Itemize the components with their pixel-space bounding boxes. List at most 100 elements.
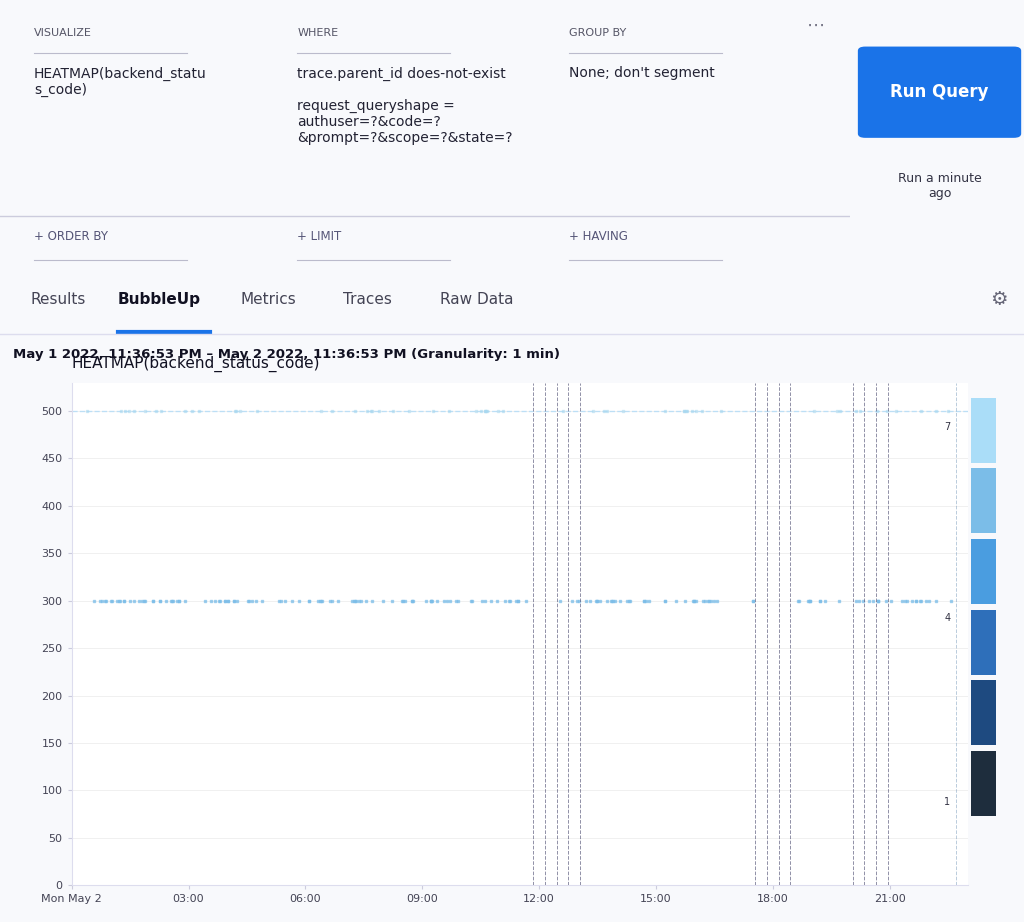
Point [324, 404, 340, 419]
Point [677, 594, 693, 609]
Point [364, 594, 380, 609]
Point [291, 594, 307, 609]
Point [501, 594, 517, 609]
Point [375, 594, 391, 609]
Point [135, 594, 152, 609]
Point [441, 404, 458, 419]
Point [111, 594, 127, 609]
Point [802, 594, 818, 609]
Point [582, 594, 598, 609]
Point [241, 594, 257, 609]
Text: BubbleUp: BubbleUp [118, 292, 201, 307]
Point [702, 594, 719, 609]
Point [313, 594, 330, 609]
Text: trace.parent_id does-not-exist

request_queryshape =
authuser=?&code=?
&prompt=?: trace.parent_id does-not-exist request_q… [297, 66, 513, 146]
Point [940, 404, 956, 419]
Point [425, 404, 441, 419]
Bar [971, 609, 996, 675]
Point [694, 594, 711, 609]
Point [495, 404, 511, 419]
Point [829, 404, 846, 419]
Text: 7: 7 [944, 422, 950, 432]
Point [928, 404, 944, 419]
Point [231, 404, 248, 419]
Point [314, 594, 331, 609]
Point [245, 594, 261, 609]
Point [656, 594, 673, 609]
Point [203, 594, 219, 609]
Point [888, 404, 904, 419]
Point [497, 594, 513, 609]
Point [158, 594, 174, 609]
Point [211, 594, 227, 609]
Point [136, 594, 153, 609]
Point [636, 594, 652, 609]
Text: May 1 2022, 11:36:53 PM – May 2 2022, 11:36:53 PM (Granularity: 1 min): May 1 2022, 11:36:53 PM – May 2 2022, 11… [13, 348, 560, 361]
Point [347, 404, 364, 419]
Point [116, 594, 132, 609]
Point [322, 594, 338, 609]
Point [636, 594, 652, 609]
Point [346, 594, 362, 609]
Text: + LIMIT: + LIMIT [297, 230, 342, 242]
Point [423, 594, 439, 609]
Point [879, 404, 895, 419]
Text: 1: 1 [944, 797, 950, 807]
Point [207, 594, 223, 609]
Point [301, 594, 317, 609]
Point [362, 404, 379, 419]
Bar [971, 468, 996, 533]
Text: + ORDER BY: + ORDER BY [34, 230, 108, 242]
Point [423, 594, 439, 609]
Point [468, 404, 484, 419]
Point [685, 594, 701, 609]
Point [677, 404, 693, 419]
Point [397, 594, 414, 609]
Point [621, 594, 637, 609]
Point [271, 594, 288, 609]
Point [589, 594, 605, 609]
Bar [971, 751, 996, 816]
Point [883, 594, 899, 609]
Point [851, 594, 867, 609]
Point [477, 594, 494, 609]
Point [592, 594, 608, 609]
Point [169, 594, 185, 609]
Point [117, 404, 133, 419]
Point [604, 594, 621, 609]
Point [226, 594, 243, 609]
Point [404, 594, 421, 609]
Point [385, 404, 401, 419]
Point [403, 594, 420, 609]
Text: Run Query: Run Query [890, 83, 989, 101]
Point [599, 594, 615, 609]
Text: HEATMAP(backend_statu
s_code): HEATMAP(backend_statu s_code) [34, 66, 207, 97]
Point [249, 404, 265, 419]
Point [94, 594, 111, 609]
Point [552, 594, 568, 609]
Point [477, 404, 494, 419]
Point [212, 594, 228, 609]
Point [918, 594, 934, 609]
Point [436, 594, 453, 609]
Point [344, 594, 360, 609]
Point [226, 594, 243, 609]
Point [98, 594, 115, 609]
Point [694, 404, 711, 419]
Point [864, 594, 881, 609]
Point [473, 594, 489, 609]
Point [276, 594, 293, 609]
Point [371, 404, 387, 419]
Point [463, 594, 479, 609]
Point [709, 594, 725, 609]
Point [312, 594, 329, 609]
Text: ⚙: ⚙ [989, 290, 1008, 309]
Point [220, 594, 237, 609]
Text: VISUALIZE: VISUALIZE [34, 28, 92, 38]
Point [217, 594, 233, 609]
Point [464, 594, 480, 609]
Point [394, 594, 411, 609]
Point [588, 594, 604, 609]
Point [855, 594, 871, 609]
Point [477, 404, 494, 419]
